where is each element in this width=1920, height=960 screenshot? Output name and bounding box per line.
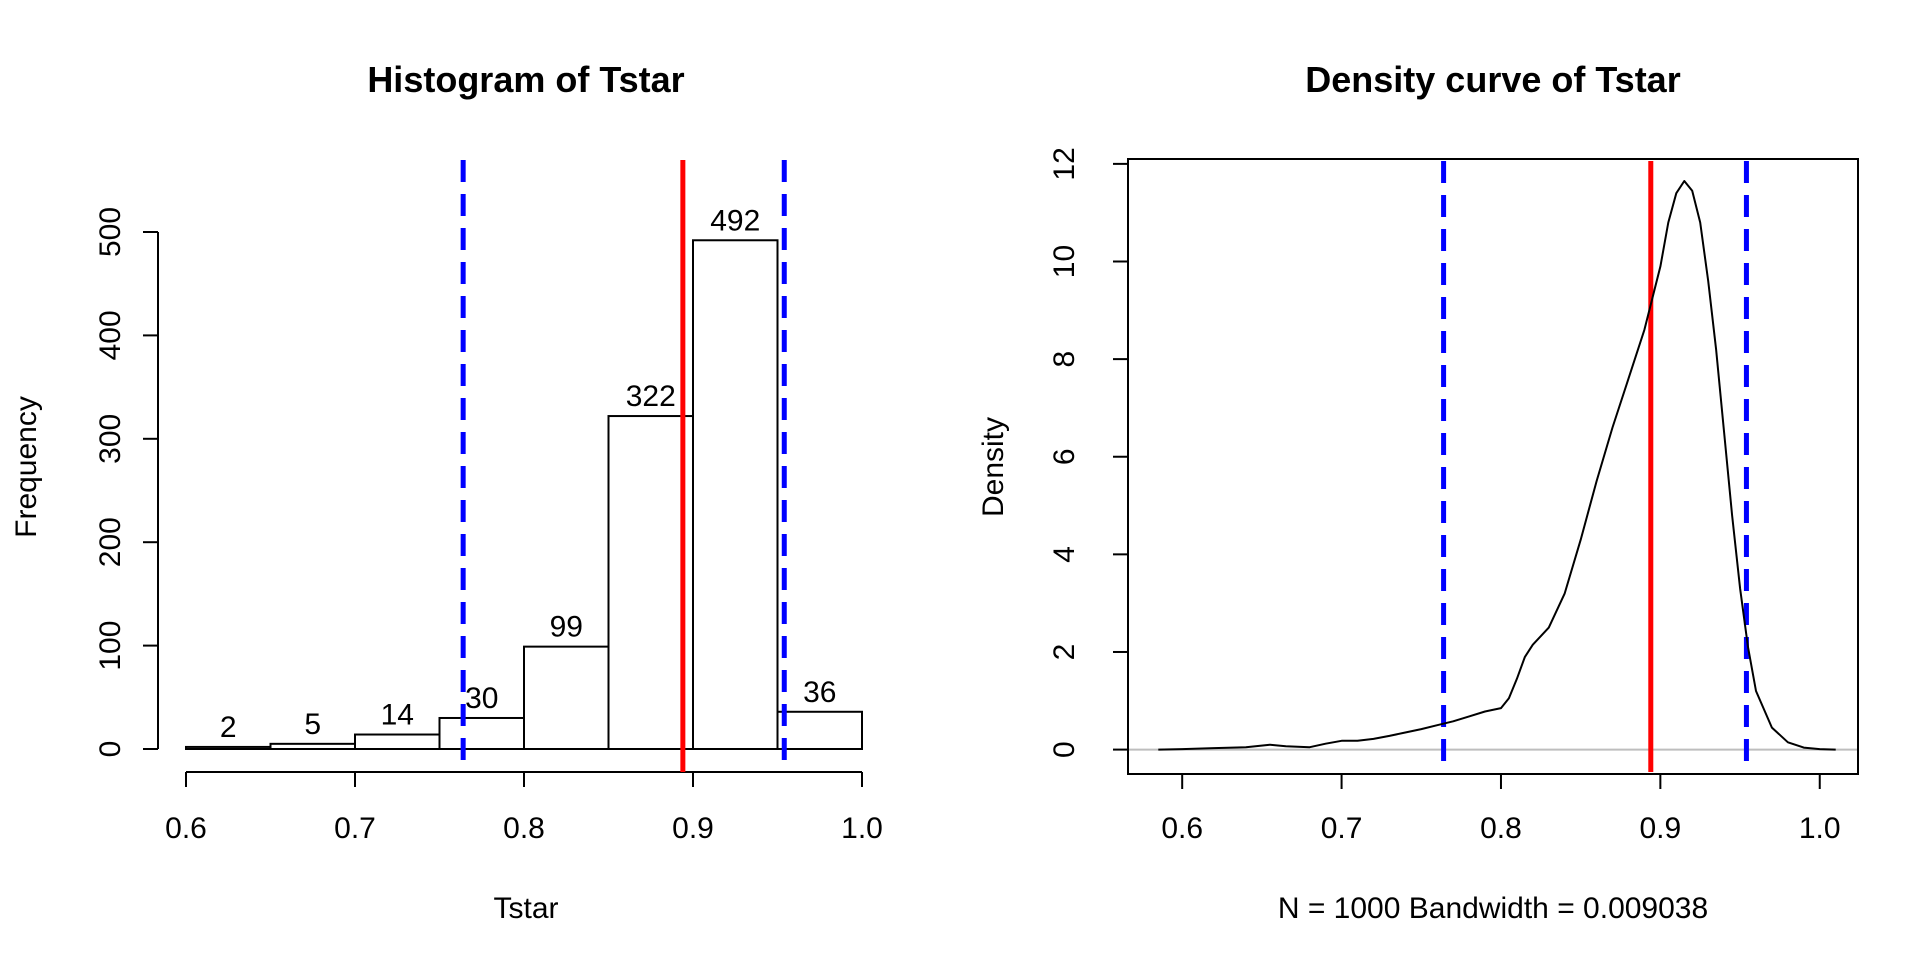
density-y-label: Density — [977, 417, 1010, 517]
density-title: Density curve of Tstar — [1305, 59, 1680, 100]
histogram-x-tick-label: 0.7 — [334, 812, 376, 845]
histogram-panel: Histogram of Tstar Tstar Frequency 2 5 143… — [10, 59, 883, 925]
histogram-title: Histogram of Tstar — [367, 59, 684, 100]
density-x-tick-label: 0.8 — [1480, 812, 1522, 845]
histogram-bar — [269, 742, 356, 751]
histogram-x-label: Tstar — [493, 892, 558, 925]
histogram-bar — [692, 239, 779, 750]
density-x-tick-label: 0.7 — [1321, 812, 1363, 845]
histogram-x-tick-label: 0.6 — [165, 812, 207, 845]
density-y-tick-label: 6 — [1048, 448, 1081, 465]
histogram-x-tick-label: 0.8 — [503, 812, 545, 845]
density-y-tick-label: 8 — [1048, 351, 1081, 368]
histogram-x-tick-label: 1.0 — [841, 812, 883, 845]
histogram-y-tick-label: 100 — [94, 621, 127, 671]
histogram-bar — [354, 733, 441, 750]
histogram-bar-label: 14 — [381, 699, 414, 732]
histogram-y-tick-label: 400 — [94, 310, 127, 360]
histogram-bar-label: 99 — [550, 611, 583, 644]
density-y-tick-label: 10 — [1048, 245, 1081, 278]
histogram-bar-label: 492 — [710, 204, 760, 237]
density-y-tick-label: 2 — [1048, 644, 1081, 661]
histogram-y-tick-label: 0 — [94, 741, 127, 758]
histogram-y-tick-label: 300 — [94, 414, 127, 464]
histogram-y-label: Frequency — [10, 396, 43, 538]
histogram-x-tick-label: 0.9 — [672, 812, 714, 845]
histogram-bar — [776, 710, 863, 750]
histogram-bar-label: 5 — [304, 708, 321, 741]
histogram-y-tick-label: 500 — [94, 207, 127, 257]
density-x-tick-label: 1.0 — [1799, 812, 1841, 845]
histogram-bar — [607, 415, 694, 750]
density-x-tick-label: 0.9 — [1639, 812, 1681, 845]
density-x-tick-label: 0.6 — [1161, 812, 1203, 845]
histogram-bar — [185, 745, 272, 751]
density-curve — [1158, 180, 1836, 751]
histogram-bar-label: 2 — [220, 711, 237, 744]
histogram-bar-label: 36 — [803, 676, 836, 709]
histogram-bar-label: 322 — [626, 380, 676, 413]
density-y-tick-label: 0 — [1048, 741, 1081, 758]
density-y-tick-label: 4 — [1048, 546, 1081, 563]
histogram-bar — [438, 716, 525, 750]
density-x-label: N = 1000 Bandwidth = 0.009038 — [1278, 892, 1708, 925]
density-panel: Density curve of Tstar N = 1000 Bandwidt… — [977, 59, 1859, 925]
histogram-y-tick-label: 200 — [94, 517, 127, 567]
histogram-bar — [523, 645, 610, 750]
histogram-bar-label: 30 — [465, 682, 498, 715]
density-y-tick-label: 12 — [1048, 147, 1081, 180]
